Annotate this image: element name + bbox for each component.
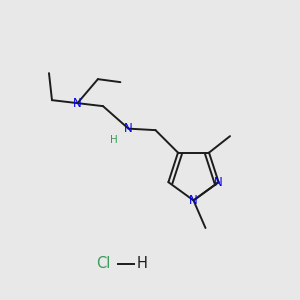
Text: H: H bbox=[136, 256, 147, 272]
Text: N: N bbox=[214, 176, 223, 189]
Text: Cl: Cl bbox=[96, 256, 111, 272]
Text: N: N bbox=[124, 122, 133, 135]
Text: N: N bbox=[189, 194, 198, 207]
Text: H: H bbox=[110, 135, 118, 145]
Text: N: N bbox=[73, 97, 82, 110]
